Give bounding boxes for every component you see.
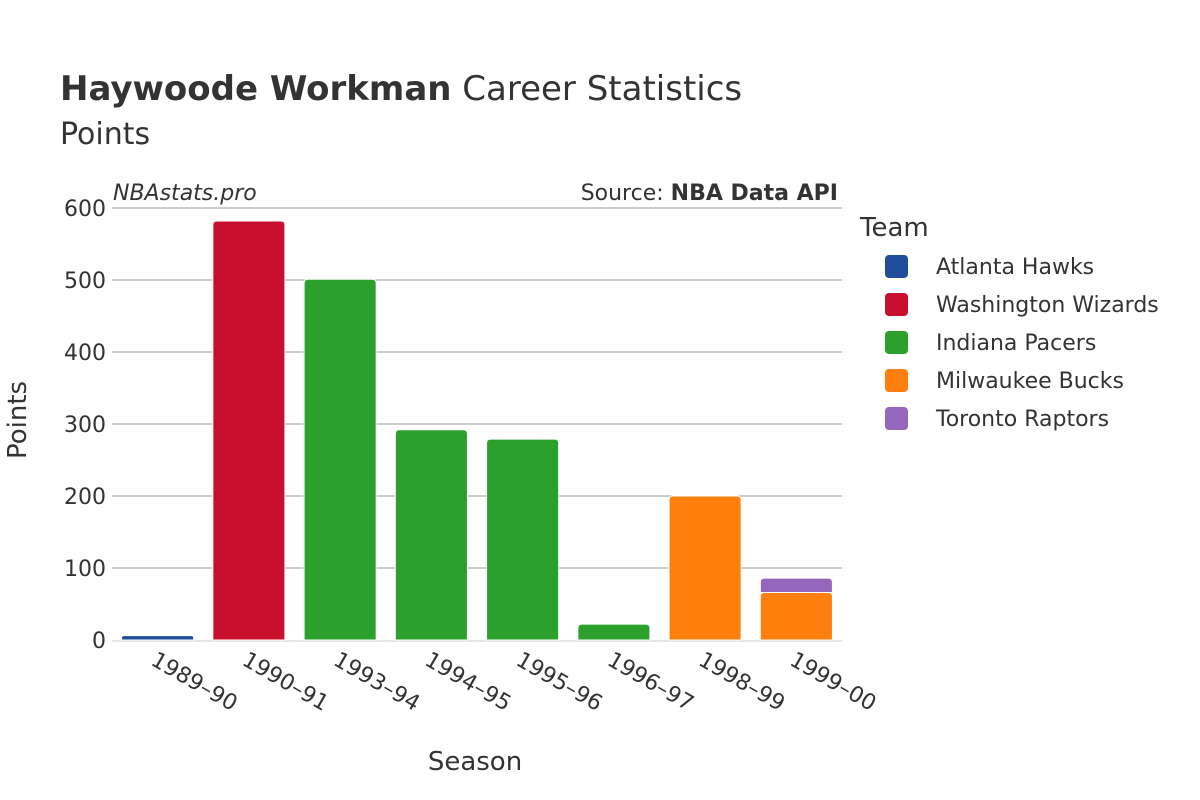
legend-label: Washington Wizards: [936, 293, 1159, 318]
legend-label: Indiana Pacers: [936, 331, 1096, 356]
bar-toronto-raptors: [759, 577, 833, 593]
y-tick-label: 500: [64, 269, 106, 294]
legend-swatch: [885, 255, 908, 278]
x-tick-label: 1996–97: [603, 648, 698, 717]
legend-swatch: [885, 369, 908, 392]
x-tick-label: 1999–00: [785, 648, 880, 717]
bar-indiana-pacers: [394, 429, 468, 641]
bar-milwaukee-bucks: [759, 591, 833, 641]
y-tick-label: 600: [64, 197, 106, 222]
chart-title-player: Haywoode Workman: [60, 69, 451, 109]
x-tick-label: 1998–99: [694, 648, 789, 717]
y-tick-label: 100: [64, 557, 106, 582]
y-axis-title: Points: [3, 381, 33, 459]
legend-label: Toronto Raptors: [935, 407, 1109, 432]
legend-label: Atlanta Hawks: [936, 255, 1094, 280]
source-name: NBA Data API: [671, 181, 838, 206]
x-tick-label: 1993–94: [329, 648, 424, 717]
bar-washington-wizards: [212, 220, 286, 641]
legend-label: Milwaukee Bucks: [936, 369, 1124, 394]
chart-title-rest: Career Statistics: [451, 69, 742, 109]
legend-swatch: [885, 293, 908, 316]
x-tick-label: 1989–90: [147, 648, 242, 717]
chart-subtitle: Points: [60, 117, 150, 152]
source-label: Source: NBA Data API: [581, 181, 838, 206]
y-tick-label: 400: [64, 341, 106, 366]
source-prefix: Source:: [581, 181, 671, 206]
bar-atlanta-hawks: [121, 635, 195, 641]
legend-swatch: [885, 331, 908, 354]
bars-layer: [121, 220, 833, 641]
bar-indiana-pacers: [303, 278, 377, 641]
legend-swatch: [885, 407, 908, 430]
x-axis-title: Season: [428, 747, 522, 777]
bar-indiana-pacers: [486, 438, 560, 641]
legend: Atlanta Hawks Washington Wizards Indiana P…: [885, 255, 1159, 432]
x-tick-label: 1995–96: [512, 648, 607, 717]
y-tick-label: 300: [64, 413, 106, 438]
watermark: NBAstats.pro: [113, 181, 257, 206]
legend-title: Team: [859, 213, 929, 243]
bar-indiana-pacers: [577, 623, 651, 641]
x-axis-ticks: 1989–901990–911993–941994–951995–961996–…: [147, 648, 881, 717]
y-tick-label: 200: [64, 485, 106, 510]
x-tick-label: 1994–95: [420, 648, 515, 717]
bar-milwaukee-bucks: [668, 495, 742, 641]
chart-title: Haywoode Workman Career Statistics: [60, 69, 742, 109]
y-tick-label: 0: [92, 629, 106, 654]
x-tick-label: 1990–91: [238, 648, 333, 717]
